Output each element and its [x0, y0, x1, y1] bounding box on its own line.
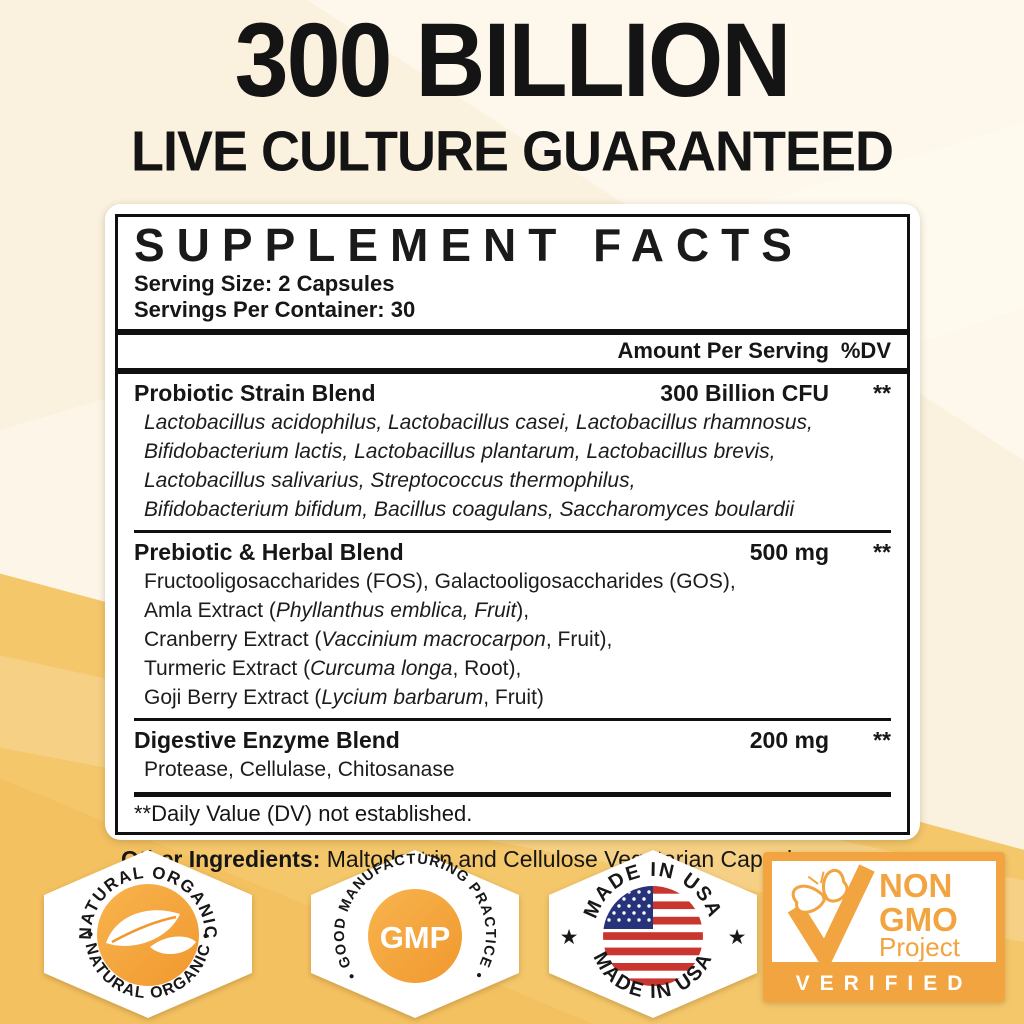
leaf-icon: [106, 910, 196, 955]
blend-dv: **: [873, 727, 891, 753]
blend-dv: **: [873, 380, 891, 406]
star-icon: ★: [728, 926, 747, 949]
non-gmo-line3: Project: [879, 932, 961, 962]
usa-flag-icon: [603, 886, 703, 986]
column-dv-label: %DV: [840, 338, 891, 363]
certification-badges-row: NATURAL ORGANIC • NATURAL ORGANIC • GMP …: [0, 848, 1024, 1024]
blend-dv: **: [873, 539, 891, 565]
facts-sections: Probiotic Strain Blend 300 Billion CFU ** L…: [134, 374, 891, 790]
checkmark-icon: [787, 864, 875, 974]
ingredient-line: Bifidobacterium lactis, Lactobacillus pl…: [144, 440, 776, 463]
natural-organic-badge: NATURAL ORGANIC • NATURAL ORGANIC •: [44, 850, 252, 1018]
facts-section: Digestive Enzyme Blend 200 mg ** Protease, …: [134, 718, 891, 790]
ingredient-line: Lactobacillus acidophilus, Lactobacillus…: [144, 411, 813, 434]
divider-thick: [118, 329, 907, 335]
non-gmo-badge: NON GMO Project VERIFIED: [763, 852, 1005, 1002]
ingredient-line: Turmeric Extract (Curcuma longa, Root),: [144, 657, 522, 680]
product-title: 300 BILLION: [234, 0, 792, 119]
blend-amount: 300 Billion CFU: [660, 380, 829, 406]
daily-value-footnote: **Daily Value (DV) not established.: [134, 792, 891, 832]
blend-amount: 500 mg: [749, 539, 829, 565]
non-gmo-line1: NON: [879, 867, 952, 904]
gmp-badge: GMP • GOOD MANUFACTURING PRACTICE •: [311, 850, 519, 1018]
butterfly-icon: [791, 869, 849, 914]
blend-name: Probiotic Strain Blend: [134, 380, 376, 406]
serving-size: Serving Size: 2 Capsules: [134, 271, 395, 296]
column-amount-label: Amount Per Serving: [617, 338, 829, 363]
non-gmo-verified-label: VERIFIED: [796, 972, 973, 995]
star-icon: ★: [560, 926, 579, 949]
blend-name: Prebiotic & Herbal Blend: [134, 539, 404, 565]
column-header-row: Amount Per Serving %DV: [134, 335, 891, 368]
non-gmo-line2: GMO: [879, 901, 958, 938]
divider-thick: [118, 368, 907, 374]
servings-per-container: Servings Per Container: 30: [134, 297, 416, 322]
ingredient-line: Goji Berry Extract (Lycium barbarum, Fru…: [144, 686, 544, 709]
supplement-facts-card: SUPPLEMENT FACTS Serving Size: 2 Capsule…: [105, 204, 920, 872]
supplement-facts-box: SUPPLEMENT FACTS Serving Size: 2 Capsule…: [115, 214, 910, 835]
ingredient-line: Amla Extract (Phyllanthus emblica, Fruit…: [144, 599, 530, 622]
facts-section: Probiotic Strain Blend 300 Billion CFU ** L…: [134, 374, 891, 530]
ingredient-line: Lactobacillus salivarius, Streptococcus …: [144, 469, 636, 492]
gmp-center-label: GMP: [380, 920, 451, 955]
blend-name: Digestive Enzyme Blend: [134, 727, 400, 753]
gmp-seal-circle: [368, 889, 462, 983]
ingredient-line: Cranberry Extract (Vaccinium macrocarpon…: [144, 628, 613, 651]
facts-section: Prebiotic & Herbal Blend 500 mg ** Fructool…: [134, 530, 891, 718]
ingredient-line: Protease, Cellulase, Chitosanase: [144, 758, 455, 781]
blend-amount: 200 mg: [749, 727, 829, 753]
facts-title: SUPPLEMENT FACTS: [134, 219, 804, 271]
product-subtitle: LIVE CULTURE GUARANTEED: [130, 120, 894, 183]
ingredient-line: Bifidobacterium bifidum, Bacillus coagul…: [144, 498, 795, 521]
ingredient-line: Fructooligosaccharides (FOS), Galactooli…: [144, 570, 736, 593]
made-in-usa-badge: ★ ★ MADE IN USA MADE IN USA: [549, 850, 757, 1018]
